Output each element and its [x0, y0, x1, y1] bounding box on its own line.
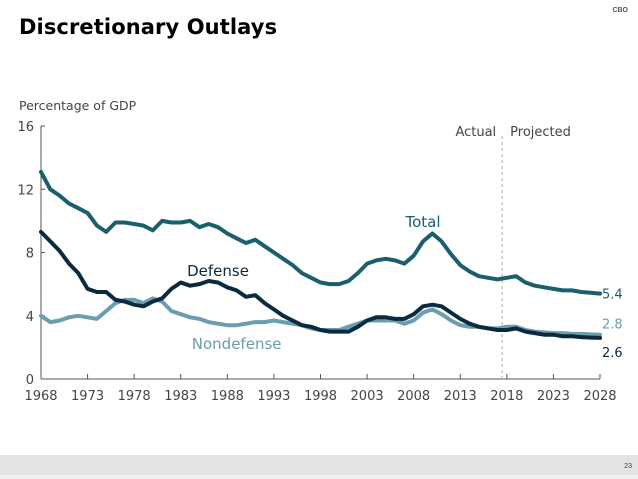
series-label-total: Total — [404, 213, 440, 231]
source-tag: CBO — [612, 7, 628, 14]
y-tick-label: 4 — [26, 310, 34, 325]
x-tick-label: 2008 — [397, 389, 430, 404]
y-tick-label: 12 — [17, 183, 34, 198]
x-tick-label: 2018 — [490, 389, 523, 404]
page-number: 23 — [624, 463, 632, 470]
y-tick-label: 0 — [26, 373, 34, 388]
x-tick-label: 2023 — [537, 389, 570, 404]
series-labels: Total Defense Nondefense 5.4 2.6 2.8 — [187, 213, 623, 361]
x-tick-label: 2003 — [351, 389, 384, 404]
x-tick-label: 1988 — [211, 389, 244, 404]
series-line-defense — [39, 229, 602, 340]
line-chart: Percentage of GDP 0 4 8 12 16 1968 1973 1978 198… — [17, 98, 623, 404]
x-tick-label: 1978 — [118, 389, 151, 404]
x-tick-label: 1973 — [71, 389, 104, 404]
x-tick-label: 2028 — [583, 389, 616, 404]
footer-strip — [0, 475, 638, 479]
series-lines — [39, 169, 602, 340]
end-value-label-defense: 2.6 — [602, 346, 623, 361]
x-tick-label: 2013 — [444, 389, 477, 404]
actual-label: Actual — [455, 125, 496, 140]
projected-label: Projected — [510, 125, 571, 140]
axes: 0 4 8 12 16 1968 1973 1978 1983 1988 1993 1998 2003 2… — [17, 120, 616, 404]
slide-title: Discretionary Outlays — [19, 15, 278, 39]
series-label-defense: Defense — [187, 262, 249, 280]
actual-projected-divider: Actual Projected — [455, 125, 571, 379]
end-value-label-nondefense: 2.8 — [602, 318, 623, 333]
series-label-nondefense: Nondefense — [192, 335, 282, 353]
y-axis-title: Percentage of GDP — [19, 98, 137, 113]
x-tick-label: 1983 — [164, 389, 197, 404]
y-tick-label: 16 — [17, 120, 34, 135]
end-value-label-total: 5.4 — [602, 288, 623, 303]
footer-bar: 23 — [0, 455, 638, 475]
x-tick-label: 1968 — [24, 389, 57, 404]
x-tick-label: 1993 — [257, 389, 290, 404]
x-tick-label: 1998 — [304, 389, 337, 404]
y-tick-label: 8 — [26, 247, 34, 262]
series-line-total — [39, 169, 602, 296]
